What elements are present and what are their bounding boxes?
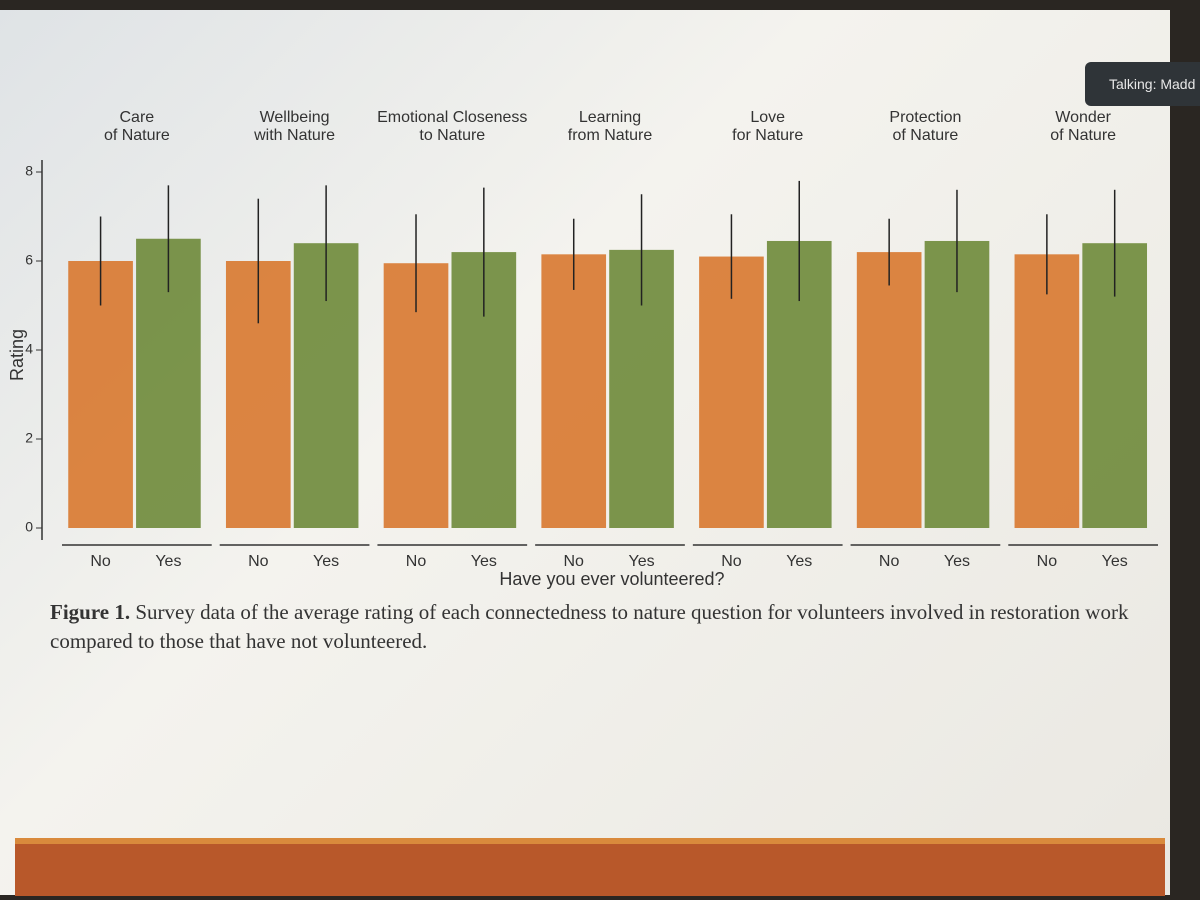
facet-title: Wonder [1055, 109, 1111, 126]
facet-title: Learning [579, 109, 641, 126]
x-tick-label: No [563, 553, 584, 570]
facet-title: of Nature [1050, 127, 1116, 144]
bar [856, 252, 922, 528]
y-tick-label: 4 [25, 341, 33, 357]
y-tick-label: 2 [25, 430, 33, 446]
facet-title: Protection [889, 109, 961, 126]
facet-title: Care [120, 109, 155, 126]
facet-title: to Nature [419, 127, 485, 144]
y-tick-label: 6 [25, 252, 33, 268]
x-tick-label: No [879, 553, 900, 570]
x-tick-label: No [248, 553, 269, 570]
y-axis-label: Rating [7, 329, 27, 381]
facet-title: with Nature [253, 127, 335, 144]
y-tick-label: 0 [25, 519, 33, 535]
facet-title: of Nature [893, 127, 959, 144]
talking-indicator: Talking: Madd [1085, 62, 1200, 106]
caption: Figure 1. Survey data of the average rat… [50, 598, 1130, 656]
facet-title: Emotional Closeness [377, 109, 527, 126]
footer-band [15, 838, 1165, 896]
facet-title: of Nature [104, 127, 170, 144]
caption-label: Figure 1. [50, 600, 131, 624]
x-tick-label: Yes [471, 553, 497, 570]
x-tick-label: No [721, 553, 742, 570]
x-tick-label: No [1037, 553, 1058, 570]
bar [1014, 254, 1080, 528]
facet-title: for Nature [732, 127, 803, 144]
x-tick-label: No [90, 553, 111, 570]
x-tick-label: Yes [786, 553, 812, 570]
x-tick-label: Yes [313, 553, 339, 570]
bar [699, 256, 764, 528]
x-tick-label: No [406, 553, 427, 570]
x-tick-label: Yes [944, 553, 970, 570]
facet-title: from Nature [568, 127, 653, 144]
x-tick-label: Yes [628, 553, 654, 570]
x-axis-label: Have you ever volunteered? [499, 569, 724, 589]
caption-text: Survey data of the average rating of eac… [50, 600, 1129, 653]
x-tick-label: Yes [155, 553, 181, 570]
y-tick-label: 8 [25, 163, 33, 179]
x-tick-label: Yes [1102, 553, 1128, 570]
facet-title: Wellbeing [260, 109, 330, 126]
bar [541, 254, 607, 528]
facet-title: Love [750, 109, 785, 126]
